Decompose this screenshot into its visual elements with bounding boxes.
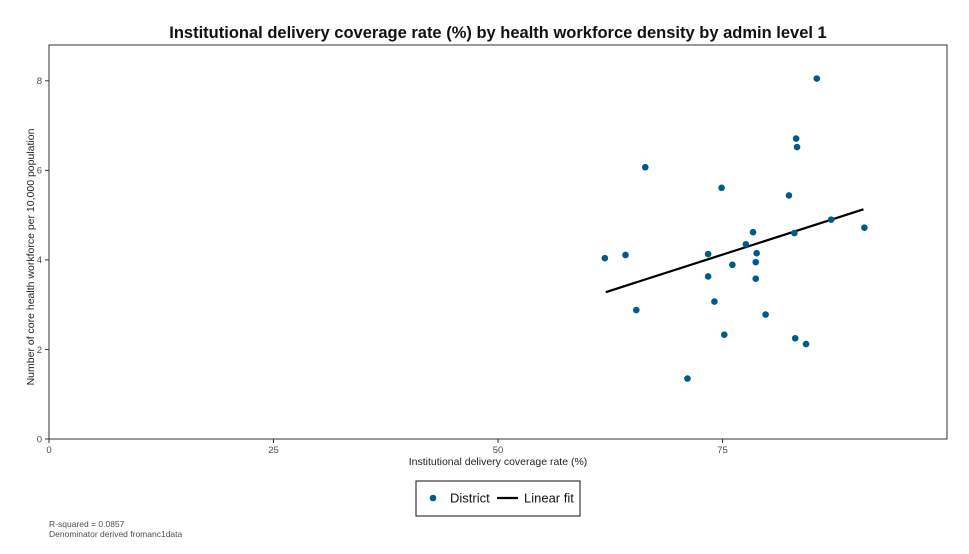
district-point xyxy=(753,249,760,257)
district-point xyxy=(793,143,801,151)
y-tick-label: 8 xyxy=(37,76,42,87)
district-point xyxy=(752,275,760,283)
district-point xyxy=(861,224,868,231)
district-point xyxy=(718,184,725,192)
district-point xyxy=(704,273,712,280)
y-axis-title: Number of core health workforce per 10,0… xyxy=(25,128,37,385)
district-point xyxy=(785,192,793,199)
legend-district-marker xyxy=(429,494,437,502)
district-point xyxy=(684,375,691,382)
x-tick-label: 25 xyxy=(268,445,279,456)
district-point xyxy=(742,240,750,248)
district-point xyxy=(749,228,757,236)
district-point xyxy=(704,250,712,258)
district-point xyxy=(752,258,760,266)
r-squared-note: R-squared = 0.0857 xyxy=(49,519,125,529)
legend-linear-fit-label: Linear fit xyxy=(524,491,574,506)
x-axis-title: Institutional delivery coverage rate (%) xyxy=(409,456,588,468)
district-point xyxy=(802,340,810,348)
caption: R-squared = 0.0857 Denominator derived f… xyxy=(49,519,182,539)
district-point xyxy=(791,334,799,342)
y-tick-label: 2 xyxy=(37,345,42,356)
y-tick-label: 4 xyxy=(37,255,42,266)
legend-box xyxy=(415,480,581,517)
x-tick-label: 50 xyxy=(493,445,504,456)
y-tick-label: 0 xyxy=(37,434,42,445)
y-axis: 0 2 4 6 8 xyxy=(37,76,49,445)
x-axis: 0 25 50 75 xyxy=(46,439,728,456)
y-tick-label: 6 xyxy=(37,166,42,177)
district-point xyxy=(729,261,736,269)
district-point xyxy=(622,251,629,259)
district-point xyxy=(632,306,640,314)
district-point xyxy=(641,163,649,171)
linear-fit-line xyxy=(605,208,864,294)
district-point xyxy=(791,229,798,237)
district-point xyxy=(827,216,835,223)
denominator-note: Denominator derived fromanc1data xyxy=(49,529,183,539)
district-point xyxy=(711,298,718,305)
legend: District Linear fit xyxy=(415,480,581,517)
district-point xyxy=(792,135,800,142)
x-tick-label: 0 xyxy=(46,445,51,456)
district-point xyxy=(813,75,821,82)
chart-title: Institutional delivery coverage rate (%)… xyxy=(169,24,826,42)
plot-panel xyxy=(48,44,948,440)
district-points-layer xyxy=(601,75,868,382)
district-point xyxy=(720,331,728,338)
legend-district-label: District xyxy=(450,491,490,506)
linear-fit-layer xyxy=(605,208,864,294)
district-point xyxy=(762,311,769,318)
district-point xyxy=(601,254,609,262)
x-tick-label: 75 xyxy=(717,445,728,456)
